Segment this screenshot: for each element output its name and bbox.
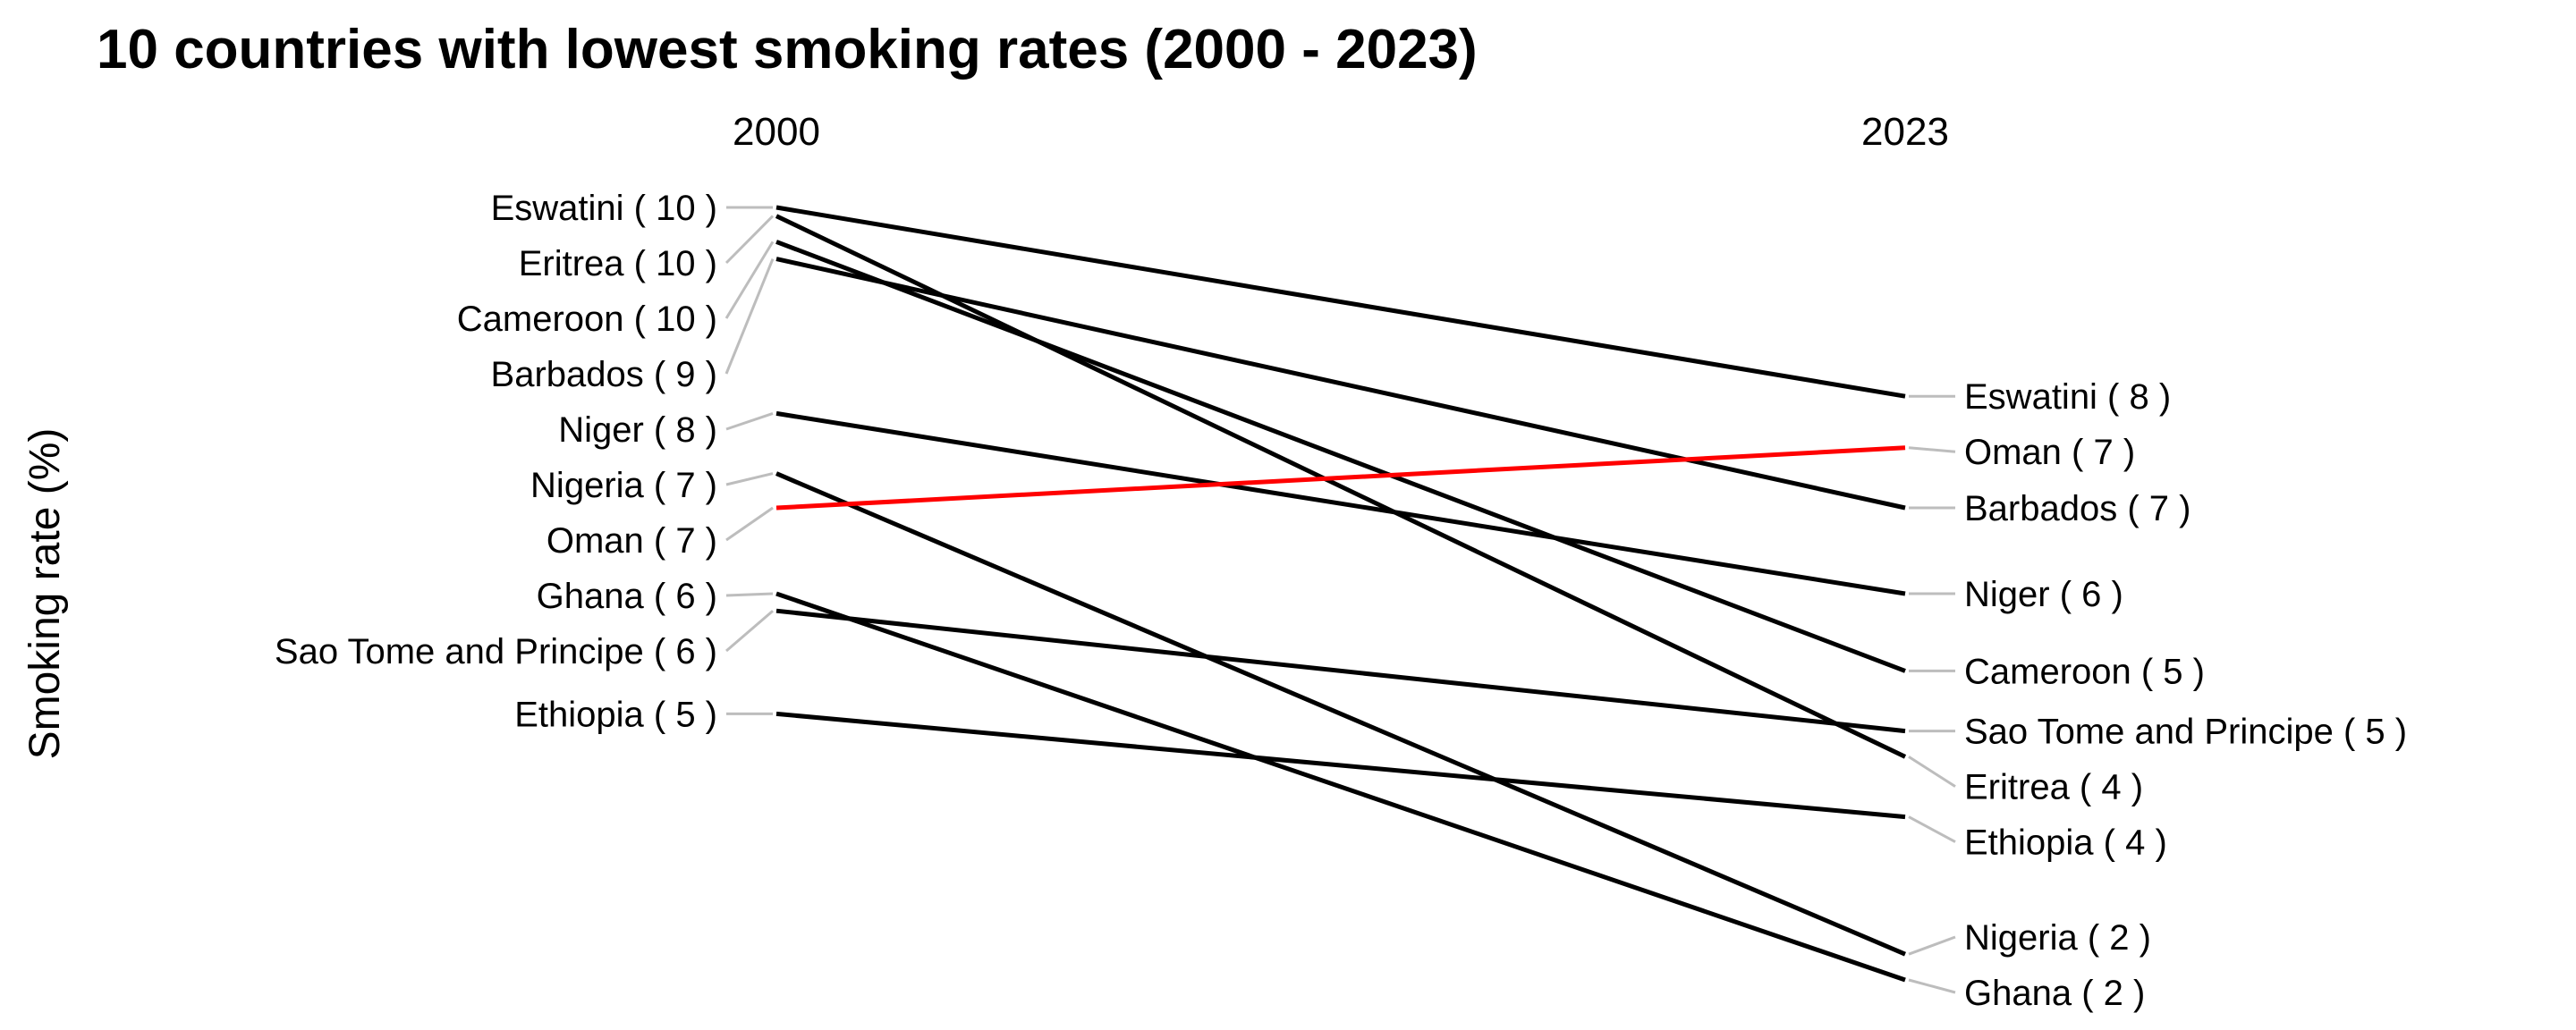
label-2023-eritrea: Eritrea ( 4 )	[1964, 768, 2143, 807]
label-leader-lines	[724, 206, 1956, 994]
label-2000-eswatini: Eswatini ( 10 )	[491, 189, 717, 228]
leader-2000-niger	[725, 411, 774, 431]
label-2000-ghana: Ghana ( 6 )	[537, 577, 717, 616]
leader-2023-ghana	[1908, 978, 1956, 994]
label-2000-oman: Oman ( 7 )	[547, 521, 717, 561]
label-2000-ethiopia: Ethiopia ( 5 )	[514, 695, 717, 734]
slope-line-ethiopia	[775, 711, 1906, 820]
leader-2023-nigeria	[1908, 935, 1956, 956]
label-2023-nigeria: Nigeria ( 2 )	[1964, 918, 2151, 958]
x-label-2023: 2023	[1861, 110, 1949, 154]
slope-line-nigeria	[775, 471, 1906, 957]
leader-2000-barbados	[724, 258, 775, 375]
label-2023-sao-tome-and-principe: Sao Tome and Principe ( 5 )	[1964, 713, 2407, 752]
labels-2023: Eswatini ( 8 ) Eritrea ( 4 ) Cameroon ( 5 …	[1964, 377, 2407, 1013]
y-axis-label: Smoking rate (%)	[21, 428, 69, 760]
label-2000-nigeria: Nigeria ( 7 )	[530, 466, 717, 505]
leader-2023-oman	[1908, 446, 1956, 453]
leader-2000-nigeria	[725, 472, 774, 486]
x-label-2000: 2000	[733, 110, 820, 154]
label-2000-barbados: Barbados ( 9 )	[491, 355, 717, 394]
label-2023-eswatini: Eswatini ( 8 )	[1964, 377, 2171, 417]
slope-line-cameroon	[775, 240, 1906, 673]
label-2023-barbados: Barbados ( 7 )	[1964, 489, 2190, 528]
chart-title: 10 countries with lowest smoking rates (…	[97, 19, 1478, 80]
slope-lines	[775, 205, 1907, 983]
leader-2000-oman	[725, 506, 774, 542]
label-2000-cameroon: Cameroon ( 10 )	[457, 300, 717, 339]
label-2023-cameroon: Cameroon ( 5 )	[1964, 652, 2205, 691]
slope-line-ghana	[775, 591, 1906, 983]
slope-line-eswatini	[775, 205, 1906, 399]
slope-line-niger	[775, 410, 1906, 596]
label-2023-niger: Niger ( 6 )	[1964, 575, 2123, 614]
leader-2000-eritrea	[724, 215, 775, 265]
leader-2023-eritrea	[1908, 756, 1956, 788]
slope-line-barbados	[775, 257, 1906, 511]
label-2023-oman: Oman ( 7 )	[1964, 433, 2135, 472]
slope-line-sao-tome-and-principe	[775, 608, 1906, 734]
leader-2000-ghana	[725, 592, 774, 597]
label-2000-sao-tome-and-principe: Sao Tome and Principe ( 6 )	[275, 632, 717, 671]
slope-line-eritrea	[775, 214, 1907, 759]
slope-line-oman	[775, 445, 1906, 511]
labels-2000: Eswatini ( 10 ) Eritrea ( 10 ) Cameroon ( …	[275, 189, 717, 734]
label-2023-ethiopia: Ethiopia ( 4 )	[1964, 823, 2167, 863]
label-2000-eritrea: Eritrea ( 10 )	[519, 244, 717, 283]
label-2023-ghana: Ghana ( 2 )	[1964, 974, 2145, 1013]
leader-2000-sao-tome-and-principe	[725, 610, 774, 653]
label-2000-niger: Niger ( 8 )	[558, 410, 717, 450]
leader-2023-ethiopia	[1908, 815, 1956, 843]
leader-2000-cameroon	[724, 241, 775, 319]
